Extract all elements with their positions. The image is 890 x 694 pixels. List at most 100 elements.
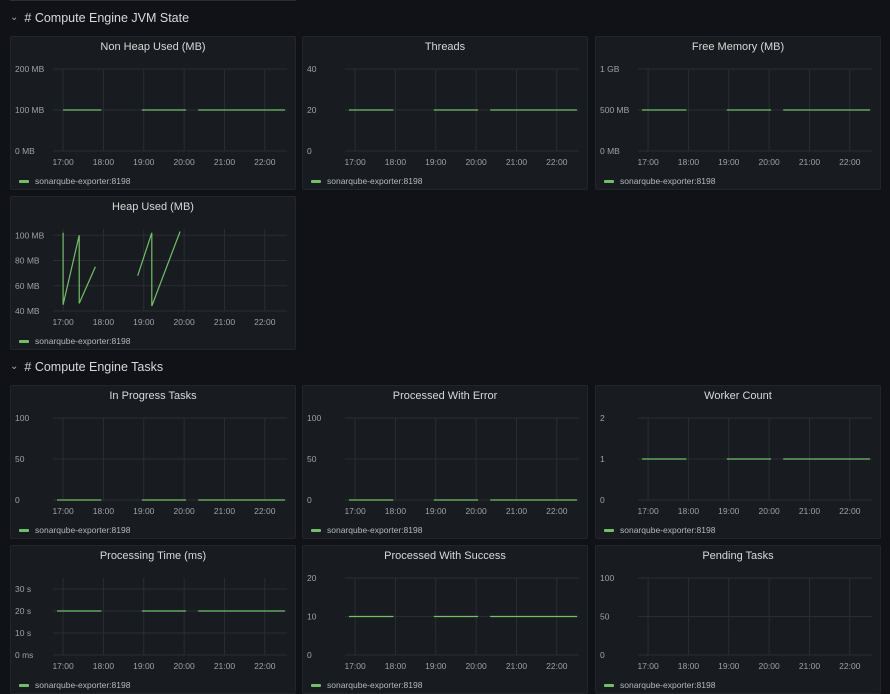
- x-tick-label: 17:00: [52, 661, 74, 671]
- panel-processing-time[interactable]: 0 ms 10 s 20 s 30 s 17:00 18:00 19:00 20:00 21:0…: [10, 545, 296, 694]
- y-tick-label: 200 MB: [15, 64, 45, 74]
- panel-free-memory[interactable]: 0 MB 500 MB 1 GB 17:00 18:00 19:00 20:00 21:00 2…: [595, 36, 881, 190]
- y-tick-label: 20: [307, 573, 317, 583]
- panel-title[interactable]: Pending Tasks: [702, 550, 774, 562]
- legend[interactable]: sonarqube-exporter:8198: [311, 176, 422, 186]
- panel-processed-with-success[interactable]: 0 10 20 17:00 18:00 19:00 20:00 21:00 22:00 Proc…: [302, 545, 588, 694]
- top-divider: [10, 0, 296, 1]
- legend-label: sonarqube-exporter:8198: [620, 680, 716, 690]
- legend-swatch: [604, 528, 614, 532]
- x-tick-label: 21:00: [799, 506, 821, 516]
- legend[interactable]: sonarqube-exporter:8198: [311, 525, 422, 535]
- y-tick-label: 20: [307, 105, 317, 115]
- panel-threads[interactable]: 0 20 40 17:00 18:00 19:00 20:00 21:00 22:00 Thre…: [302, 36, 588, 190]
- y-tick-label: 30 s: [15, 584, 31, 594]
- y-tick-label: 0: [307, 146, 312, 156]
- legend[interactable]: sonarqube-exporter:8198: [19, 680, 130, 690]
- section-title: # Compute Engine Tasks: [24, 360, 164, 374]
- x-tick-label: 17:00: [344, 157, 366, 167]
- x-tick-label: 22:00: [839, 506, 861, 516]
- legend[interactable]: sonarqube-exporter:8198: [19, 336, 130, 346]
- panel-heap-used[interactable]: 40 MB 60 MB 80 MB 100 MB 17:00 18:00 19:00 20:0…: [10, 196, 296, 350]
- legend[interactable]: sonarqube-exporter:8198: [604, 680, 715, 690]
- y-tick-label: 100: [15, 413, 29, 423]
- legend-label: sonarqube-exporter:8198: [327, 176, 423, 186]
- y-tick-label: 60 MB: [15, 281, 40, 291]
- panel-processed-with-error[interactable]: 0 50 100 17:00 18:00 19:00 20:00 21:00 22:00 Pro…: [302, 385, 588, 539]
- legend-swatch: [604, 683, 614, 687]
- y-tick-label: 0: [15, 495, 20, 505]
- chart-svg: 0 10 20 17:00 18:00 19:00 20:00 21:00 22:00: [307, 573, 579, 671]
- legend[interactable]: sonarqube-exporter:8198: [604, 176, 715, 186]
- panel-title[interactable]: Processed With Error: [392, 390, 498, 402]
- x-tick-label: 19:00: [425, 157, 447, 167]
- panel-title[interactable]: Processing Time (ms): [99, 550, 207, 562]
- chevron-down-icon[interactable]: ⌄: [10, 11, 19, 23]
- y-tick-label: 40 MB: [15, 306, 40, 316]
- x-tick-label: 19:00: [133, 506, 155, 516]
- y-tick-label: 2: [600, 413, 605, 423]
- x-tick-label: 19:00: [133, 661, 155, 671]
- panel-title[interactable]: Non Heap Used (MB): [100, 41, 206, 53]
- legend-swatch: [19, 339, 29, 343]
- series-line: [62, 232, 96, 305]
- legend-label: sonarqube-exporter:8198: [35, 525, 131, 535]
- panel-title[interactable]: Worker Count: [704, 390, 772, 402]
- x-tick-label: 19:00: [718, 661, 740, 671]
- x-tick-label: 17:00: [52, 506, 74, 516]
- section-header-tasks[interactable]: ⌄ # Compute Engine Tasks: [10, 356, 163, 378]
- y-tick-label: 100: [307, 413, 321, 423]
- panel-title[interactable]: In Progress Tasks: [109, 390, 197, 402]
- panel-title[interactable]: Heap Used (MB): [112, 201, 194, 213]
- legend[interactable]: sonarqube-exporter:8198: [19, 176, 130, 186]
- legend[interactable]: sonarqube-exporter:8198: [19, 525, 130, 535]
- chart-svg: 40 MB 60 MB 80 MB 100 MB 17:00 18:00 19:00 20:0…: [15, 229, 287, 327]
- legend[interactable]: sonarqube-exporter:8198: [604, 525, 715, 535]
- section-header-jvm-state[interactable]: ⌄ # Compute Engine JVM State: [10, 7, 189, 29]
- x-tick-label: 19:00: [133, 317, 155, 327]
- y-tick-label: 50: [307, 454, 317, 464]
- x-tick-label: 21:00: [506, 157, 528, 167]
- legend[interactable]: sonarqube-exporter:8198: [311, 680, 422, 690]
- panel-title[interactable]: Free Memory (MB): [691, 41, 785, 53]
- x-tick-label: 21:00: [214, 317, 236, 327]
- x-tick-label: 18:00: [385, 506, 407, 516]
- legend-label: sonarqube-exporter:8198: [620, 525, 716, 535]
- y-tick-label: 20 s: [15, 606, 31, 616]
- legend-swatch: [604, 179, 614, 183]
- legend-label: sonarqube-exporter:8198: [620, 176, 716, 186]
- panel-non-heap-used[interactable]: 0 MB 100 MB 200 MB 17:00 18:00 19:00 20:00 21:0…: [10, 36, 296, 190]
- panel-title[interactable]: Threads: [424, 41, 466, 53]
- chart-svg: 0 50 100 17:00 18:00 19:00 20:00 21:00 22:00: [15, 413, 287, 516]
- x-tick-label: 20:00: [758, 506, 780, 516]
- x-tick-label: 19:00: [425, 506, 447, 516]
- panel-pending-tasks[interactable]: 0 50 100 17:00 18:00 19:00 20:00 21:00 22:00 Pen…: [595, 545, 881, 694]
- y-tick-label: 0: [600, 650, 605, 660]
- legend-label: sonarqube-exporter:8198: [35, 176, 131, 186]
- x-tick-label: 18:00: [93, 661, 115, 671]
- chart-svg: 0 50 100 17:00 18:00 19:00 20:00 21:00 22:00: [600, 573, 872, 671]
- x-tick-label: 21:00: [799, 661, 821, 671]
- x-tick-label: 18:00: [678, 157, 700, 167]
- legend-swatch: [311, 528, 321, 532]
- y-tick-label: 0 MB: [15, 146, 35, 156]
- chevron-down-icon[interactable]: ⌄: [10, 360, 19, 372]
- panel-worker-count[interactable]: 0 1 2 17:00 18:00 19:00 20:00 21:00 22:00 Worker…: [595, 385, 881, 539]
- legend-swatch: [19, 179, 29, 183]
- y-tick-label: 100: [600, 573, 614, 583]
- x-tick-label: 21:00: [799, 157, 821, 167]
- section-title: # Compute Engine JVM State: [24, 11, 190, 25]
- x-tick-label: 20:00: [173, 661, 195, 671]
- x-tick-label: 21:00: [214, 661, 236, 671]
- legend-label: sonarqube-exporter:8198: [35, 680, 131, 690]
- legend-swatch: [19, 528, 29, 532]
- x-tick-label: 22:00: [546, 506, 568, 516]
- chart-svg: 0 MB 500 MB 1 GB 17:00 18:00 19:00 20:00 21:00 2…: [600, 64, 872, 167]
- y-tick-label: 80 MB: [15, 256, 40, 266]
- x-tick-label: 17:00: [637, 506, 659, 516]
- x-tick-label: 18:00: [93, 157, 115, 167]
- x-tick-label: 18:00: [678, 661, 700, 671]
- x-tick-label: 22:00: [839, 661, 861, 671]
- panel-in-progress-tasks[interactable]: 0 50 100 17:00 18:00 19:00 20:00 21:00 22:00 In …: [10, 385, 296, 539]
- panel-title[interactable]: Processed With Success: [384, 550, 506, 562]
